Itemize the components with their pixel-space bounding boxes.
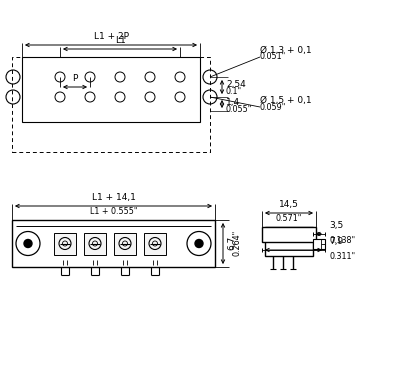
Text: 0.571": 0.571" — [276, 214, 302, 223]
Bar — [265, 227, 313, 256]
Text: P: P — [72, 74, 78, 83]
Text: 0.311": 0.311" — [329, 252, 355, 261]
Text: 1,4: 1,4 — [226, 97, 240, 107]
Text: L1 + 0.555": L1 + 0.555" — [90, 207, 137, 216]
Bar — [144, 233, 166, 254]
Text: Ø 1,5 + 0,1: Ø 1,5 + 0,1 — [260, 96, 312, 105]
Bar — [12, 57, 210, 152]
Text: 0.264": 0.264" — [233, 229, 242, 256]
Text: L1: L1 — [115, 36, 125, 45]
Bar — [84, 233, 106, 254]
Circle shape — [24, 240, 32, 248]
Text: 0.1": 0.1" — [226, 87, 242, 97]
Bar — [12, 220, 215, 267]
Text: 0.051": 0.051" — [260, 52, 286, 61]
Text: 6,7: 6,7 — [227, 235, 236, 249]
Circle shape — [195, 240, 203, 248]
Bar — [114, 233, 136, 254]
Text: L1 + 14,1: L1 + 14,1 — [92, 193, 136, 202]
Text: 0.055": 0.055" — [226, 105, 252, 115]
Text: 0.059": 0.059" — [260, 103, 286, 112]
Bar — [262, 227, 316, 242]
Text: 3,5: 3,5 — [329, 221, 343, 230]
Text: 0.138": 0.138" — [329, 236, 355, 245]
Bar — [313, 239, 325, 249]
Text: 14,5: 14,5 — [279, 200, 299, 209]
Bar — [22, 57, 200, 122]
Text: 2,54: 2,54 — [226, 79, 246, 89]
Text: L1 + 2P: L1 + 2P — [94, 32, 128, 41]
Text: 7,9: 7,9 — [329, 237, 343, 246]
Bar — [54, 233, 76, 254]
Text: Ø 1,3 + 0,1: Ø 1,3 + 0,1 — [260, 46, 312, 55]
